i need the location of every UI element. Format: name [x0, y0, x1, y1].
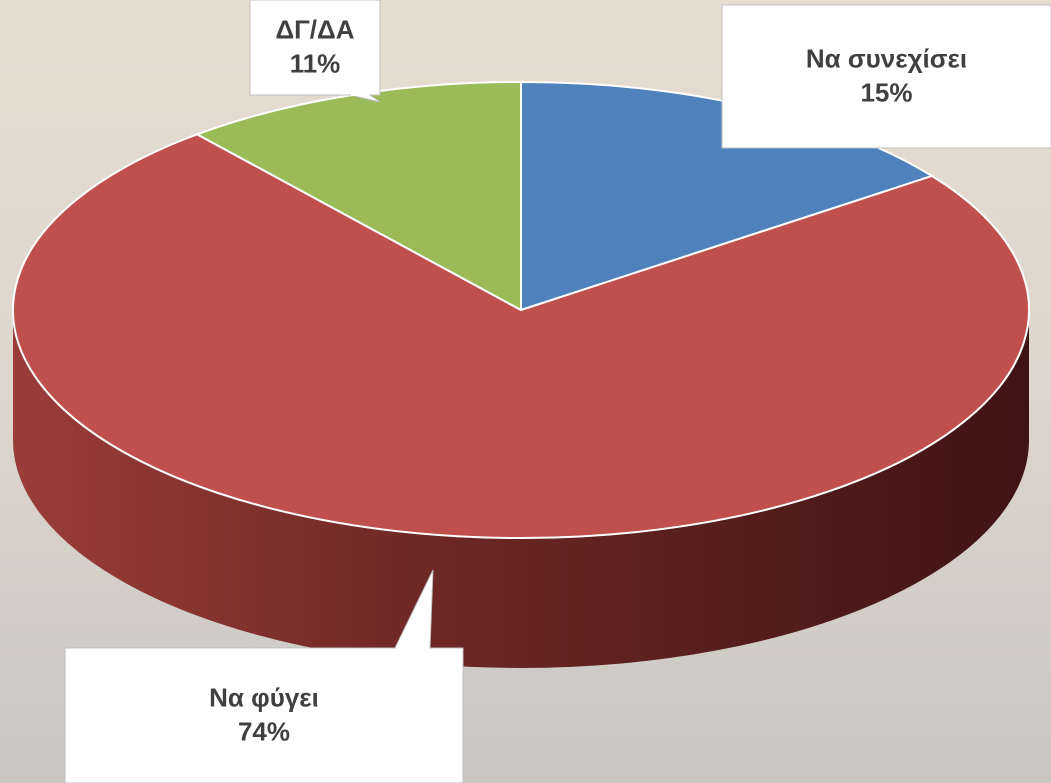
label-value: 15%: [860, 77, 912, 107]
data-label: Να συνεχίσει 15%: [722, 5, 1051, 148]
data-label: ΔΓ/ΔΑ 11%: [250, 0, 380, 102]
chart: Να συνεχίσει 15% Να φύγει 74% ΔΓ/ΔΑ 11%: [0, 0, 1051, 783]
label-value: 11%: [290, 48, 341, 78]
label-name: Να συνεχίσει: [806, 43, 967, 73]
label-name: ΔΓ/ΔΑ: [275, 14, 354, 44]
page: {"chart_data": {"type": "pie3d", "catego…: [0, 0, 1051, 783]
pie: [13, 82, 1029, 668]
label-value: 74%: [238, 716, 290, 746]
label-name: Να φύγει: [209, 682, 319, 712]
